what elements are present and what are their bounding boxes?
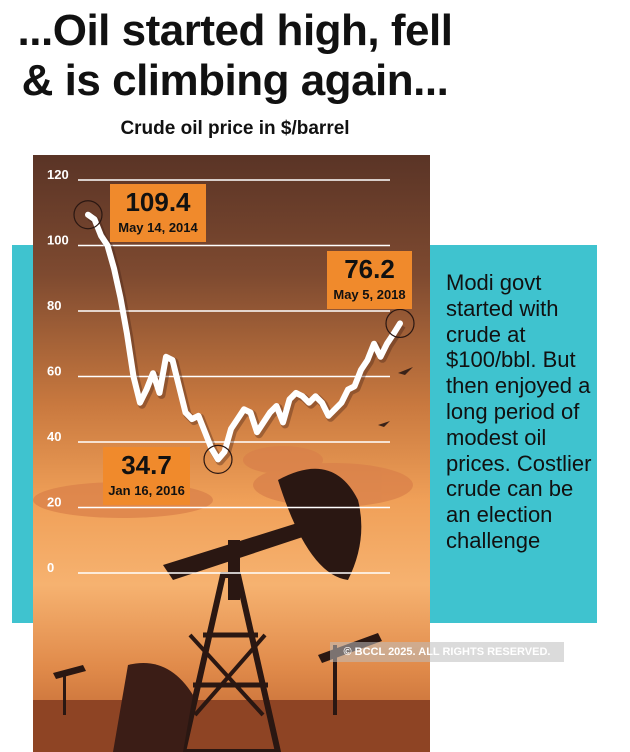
annotation-marker-circle: [203, 444, 233, 474]
oil-pumpjack-illustration: [33, 468, 430, 752]
y-tick-label: 80: [47, 298, 61, 313]
price-line-layer: [85, 211, 406, 466]
callout-value: 34.7: [121, 450, 172, 480]
callout-date: Jan 16, 2016: [108, 483, 185, 498]
callout-box: [327, 251, 412, 309]
commentary-note: Modi govt started with crude at $100/bbl…: [446, 270, 592, 553]
callout-date: May 5, 2018: [333, 287, 405, 302]
callout-box: [110, 184, 206, 242]
y-tick-label: 60: [47, 364, 61, 379]
callout-date: May 14, 2014: [118, 220, 198, 235]
headline-line-2: & is climbing again...: [21, 56, 449, 105]
y-tick-label: 120: [47, 167, 69, 182]
annotations: 109.4 May 14, 2014 34.7 Jan 16, 2016 76.2 May…: [73, 184, 415, 505]
callout-value: 109.4: [125, 187, 191, 217]
callout-box: [103, 447, 190, 505]
annotation-callout: 109.4 May 14, 2014: [110, 184, 206, 242]
y-axis-ticks: 0 20 40 60 80 100 120: [47, 167, 69, 575]
annotation-callout: 76.2 May 5, 2018: [327, 251, 412, 309]
y-tick-label: 20: [47, 495, 61, 510]
sunset-background: [33, 155, 430, 752]
y-tick-label: 40: [47, 429, 61, 444]
oil-price-chart: 0 20 40 60 80 100 120 109.4 May 14, 2014 34.7 Jan…: [33, 155, 430, 752]
y-tick-label: 100: [47, 233, 69, 248]
bird-icon: [378, 367, 413, 427]
copyright-notice: © BCCL 2025. ALL RIGHTS RESERVED.: [330, 642, 564, 662]
chart-title: Crude oil price in $/barrel: [120, 118, 350, 139]
y-tick-label: 0: [47, 560, 54, 575]
gridlines: [78, 179, 390, 574]
series-line-crude-price: [85, 211, 403, 463]
annotation-marker-circle: [73, 200, 103, 230]
annotation-callout: 34.7 Jan 16, 2016: [103, 447, 190, 505]
callout-value: 76.2: [344, 254, 395, 284]
headline-line-1: ...Oil started high, fell: [17, 6, 453, 55]
annotation-marker-circle: [385, 308, 415, 339]
